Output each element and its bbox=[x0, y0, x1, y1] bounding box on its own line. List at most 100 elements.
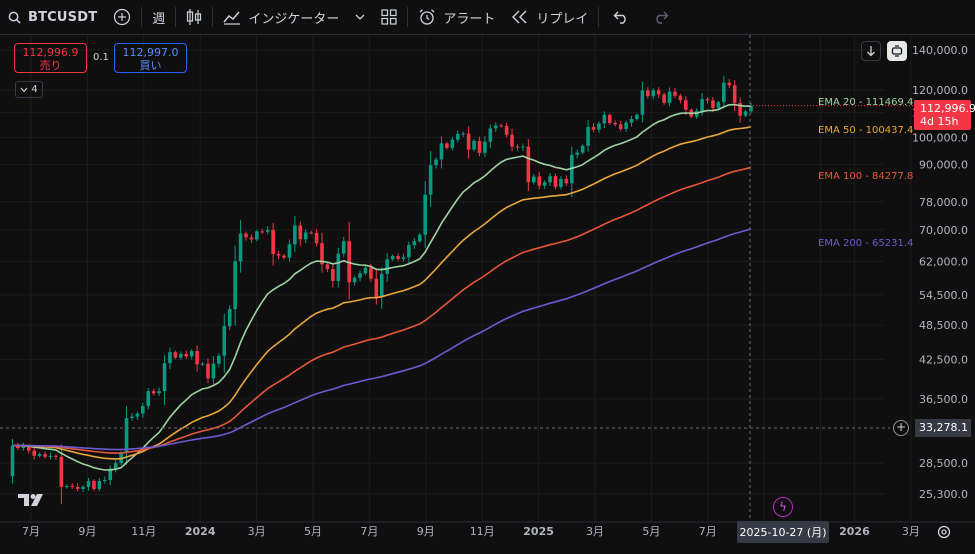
candle-body bbox=[537, 176, 542, 186]
price-tick-label: 140,000.0 bbox=[912, 44, 968, 57]
candle-body bbox=[417, 234, 422, 242]
buy-button[interactable]: 112,997.0 買い bbox=[114, 43, 187, 73]
compare-button[interactable] bbox=[105, 0, 139, 34]
divider bbox=[407, 7, 409, 27]
candle-body bbox=[722, 82, 726, 103]
candle-body bbox=[16, 445, 20, 449]
symbol-label: BTCUSDT bbox=[28, 9, 98, 25]
time-tick-label: 7月 bbox=[360, 525, 378, 538]
ema-label-50: EMA 50 - 100437.4 bbox=[818, 125, 913, 136]
candle-body bbox=[423, 194, 427, 235]
candle-body bbox=[287, 244, 292, 258]
time-tick-label: 11月 bbox=[131, 525, 156, 538]
candle-body bbox=[705, 99, 710, 101]
candle-body bbox=[265, 229, 270, 232]
candle-body bbox=[336, 253, 341, 281]
candle-body bbox=[282, 255, 286, 258]
price-tick-label: 48,500.0 bbox=[919, 319, 968, 332]
candle-body bbox=[477, 140, 482, 153]
indicators-label: インジケーター bbox=[248, 11, 340, 27]
candle-body bbox=[662, 94, 666, 103]
arrow-down-icon bbox=[867, 46, 875, 57]
undo-icon bbox=[613, 11, 627, 24]
candle-body bbox=[352, 277, 357, 283]
candle-body bbox=[564, 178, 569, 184]
price-chart[interactable]: EMA 20 - 111469.4 EMA 50 - 100437.4 EMA 10… bbox=[0, 35, 975, 550]
candle-body bbox=[586, 126, 590, 146]
candle-body bbox=[559, 178, 563, 187]
candle-body bbox=[168, 352, 172, 364]
alert-label: アラート bbox=[443, 11, 496, 27]
interval-button[interactable]: 週 bbox=[144, 0, 173, 34]
ema-lines: EMA 20 - 111469.4 EMA 50 - 100437.4 EMA 10… bbox=[12, 97, 913, 471]
lightning-icon[interactable]: ϟ bbox=[773, 497, 793, 517]
candle-body bbox=[515, 146, 520, 148]
candle-body bbox=[81, 486, 85, 489]
candle-body bbox=[531, 176, 536, 183]
time-tick-label: 9月 bbox=[78, 525, 96, 538]
candle-body bbox=[325, 264, 330, 270]
grid bbox=[0, 35, 975, 550]
alert-button[interactable]: アラート bbox=[410, 0, 503, 34]
candle-body bbox=[151, 391, 156, 394]
time-tick-label: 3月 bbox=[586, 525, 604, 538]
indicator-templates-button[interactable] bbox=[347, 0, 373, 34]
candle-body bbox=[428, 165, 433, 195]
redo-icon bbox=[656, 11, 669, 24]
ema-line-200 bbox=[12, 228, 752, 451]
auto-scale-button[interactable] bbox=[887, 41, 907, 61]
layout-button[interactable] bbox=[373, 0, 405, 34]
ema-label-200: EMA 200 - 65231.4 bbox=[818, 238, 913, 249]
candle-body bbox=[130, 416, 134, 419]
candle-body bbox=[445, 143, 449, 148]
candle-body bbox=[43, 454, 47, 457]
redo-button[interactable] bbox=[641, 0, 681, 34]
candle-body bbox=[483, 141, 487, 153]
sell-button[interactable]: 112,996.9 売り bbox=[14, 43, 87, 73]
chart-type-button[interactable] bbox=[178, 0, 210, 34]
candle-body bbox=[613, 122, 618, 125]
scroll-to-latest-button[interactable] bbox=[861, 41, 881, 61]
candle-body bbox=[488, 128, 493, 142]
candle-body bbox=[97, 480, 102, 489]
candle-body bbox=[629, 119, 634, 123]
candle-body bbox=[206, 363, 210, 379]
candle-body bbox=[21, 446, 26, 449]
candle-body bbox=[401, 257, 406, 259]
symbol-search[interactable]: BTCUSDT bbox=[0, 0, 105, 34]
candle-body bbox=[157, 391, 161, 394]
candle-body bbox=[504, 125, 509, 135]
candle-body bbox=[407, 245, 411, 258]
add-alert-plus-icon[interactable]: + bbox=[893, 420, 909, 436]
candle-body bbox=[211, 363, 216, 379]
chevron-down-icon bbox=[20, 87, 28, 92]
time-tick-label: 2026 bbox=[839, 525, 870, 538]
candle-body bbox=[591, 126, 596, 130]
candle-body bbox=[124, 418, 129, 454]
add-circle-icon bbox=[114, 8, 131, 26]
candle-body bbox=[233, 261, 237, 310]
candle-body bbox=[548, 176, 552, 183]
candle-body bbox=[276, 253, 281, 256]
time-tick-label: 2024 bbox=[185, 525, 216, 538]
gear-icon[interactable] bbox=[936, 524, 952, 540]
chart-area[interactable]: EMA 20 - 111469.4 EMA 50 - 100437.4 EMA 10… bbox=[0, 35, 975, 550]
candle-body bbox=[575, 152, 580, 155]
candle-body bbox=[743, 111, 748, 116]
candle-body bbox=[271, 229, 275, 254]
indicators-button[interactable]: インジケーター bbox=[215, 0, 347, 34]
candle-body bbox=[390, 255, 395, 260]
candle-body bbox=[580, 145, 585, 153]
replay-button[interactable]: リプレイ bbox=[503, 0, 596, 34]
alarm-clock-icon bbox=[419, 9, 435, 25]
candle-body bbox=[374, 278, 379, 298]
indicator-collapse-button[interactable]: 4 bbox=[15, 81, 43, 98]
time-tick-label: 3月 bbox=[902, 525, 920, 538]
indicators-icon bbox=[223, 11, 241, 25]
undo-button[interactable] bbox=[601, 0, 641, 34]
candle-body bbox=[113, 463, 118, 469]
replay-label: リプレイ bbox=[536, 11, 589, 27]
price-tick-label: 28,500.0 bbox=[919, 457, 968, 470]
candle-body bbox=[303, 232, 308, 240]
candle-body bbox=[314, 232, 319, 244]
